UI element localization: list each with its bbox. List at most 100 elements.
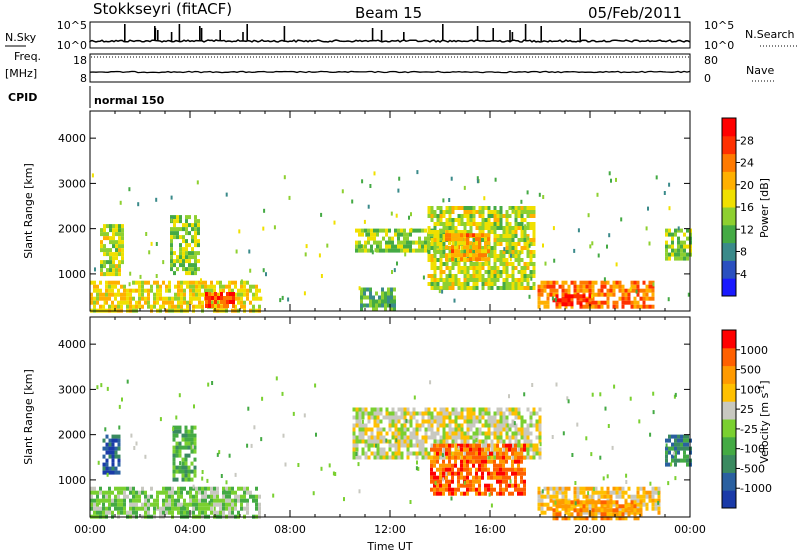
data-cell [442, 467, 445, 472]
data-cell [417, 466, 420, 471]
data-cell [493, 258, 497, 262]
data-cell [439, 491, 442, 496]
data-cell [234, 490, 237, 495]
data-cell [394, 427, 398, 432]
data-cell [172, 465, 176, 470]
data-cell [642, 280, 646, 285]
data-cell [436, 459, 439, 464]
data-cell [114, 506, 117, 511]
data-cell [100, 240, 103, 245]
data-cell [585, 304, 589, 309]
colorbar-segment [722, 436, 736, 456]
data-cell [508, 423, 512, 428]
data-cell [466, 431, 470, 436]
data-cell [147, 510, 150, 515]
data-cell [424, 451, 428, 456]
data-cell [502, 250, 506, 254]
data-cell [352, 427, 356, 432]
data-cell [168, 304, 171, 309]
data-cell [591, 300, 595, 305]
data-cell [475, 266, 479, 270]
data-cell [496, 258, 500, 262]
data-cell [176, 259, 179, 264]
data-cell [460, 427, 464, 432]
data-cell [528, 243, 531, 248]
data-cell [109, 228, 112, 233]
data-cell [645, 506, 649, 511]
data-cell [409, 232, 412, 237]
data-cell [118, 272, 121, 277]
data-cell [651, 304, 655, 309]
data-cell [424, 431, 428, 436]
data-cell [466, 427, 470, 432]
data-cell [436, 447, 439, 452]
data-cell [454, 447, 458, 452]
data-cell [566, 396, 569, 401]
data-cell [466, 467, 469, 472]
data-cell [451, 253, 454, 258]
data-cell [421, 423, 425, 428]
data-cell [226, 296, 229, 300]
data-cell [484, 423, 488, 428]
data-cell [114, 284, 117, 289]
data-cell [552, 288, 556, 293]
data-cell [184, 465, 188, 470]
data-cell [526, 431, 530, 436]
data-cell [363, 287, 366, 292]
data-cell [466, 237, 469, 242]
data-cell [172, 473, 176, 478]
data-cell [141, 304, 144, 309]
data-cell [570, 294, 574, 299]
data-cell [175, 425, 179, 430]
colorbar-tick-label: 500 [740, 364, 761, 377]
data-cell [481, 210, 485, 214]
data-cell [198, 292, 201, 297]
data-cell [594, 500, 598, 505]
data-cell [639, 504, 643, 509]
data-cell [636, 508, 640, 513]
data-cell [454, 443, 458, 448]
data-cell [117, 434, 121, 439]
data-cell [499, 463, 502, 468]
data-cell [514, 242, 518, 246]
data-cell [370, 415, 374, 420]
data-cell [499, 242, 503, 246]
data-cell [114, 494, 117, 499]
data-cell [630, 494, 634, 499]
data-cell [138, 300, 141, 305]
data-cell [170, 243, 173, 248]
data-cell [543, 280, 547, 285]
data-cell [198, 498, 201, 503]
data-cell [487, 459, 490, 464]
data-cell [367, 439, 371, 444]
data-cell [561, 284, 565, 289]
data-cell [433, 270, 437, 274]
data-cell [185, 251, 188, 256]
data-cell [677, 442, 680, 447]
freq-tick-high: 18 [73, 54, 87, 67]
data-cell [222, 502, 225, 507]
data-cell [517, 250, 521, 254]
data-cell [576, 294, 580, 299]
data-cell [430, 282, 434, 286]
data-cell [543, 486, 547, 491]
data-cell [451, 266, 455, 270]
data-cell [555, 288, 559, 293]
data-cell [445, 431, 449, 436]
data-cell [147, 300, 150, 305]
data-cell [638, 419, 641, 424]
data-cell [460, 246, 464, 250]
nsky-frame [89, 21, 691, 49]
data-cell [430, 278, 434, 282]
data-cell [630, 280, 634, 285]
data-cell [433, 258, 437, 262]
data-cell [204, 280, 207, 285]
data-cell [603, 300, 607, 305]
data-cell [573, 490, 577, 495]
data-cell [108, 288, 111, 293]
data-cell [355, 248, 358, 253]
data-cell [153, 510, 156, 515]
data-cell [376, 435, 380, 440]
data-cell [484, 253, 487, 258]
data-cell [229, 300, 232, 304]
